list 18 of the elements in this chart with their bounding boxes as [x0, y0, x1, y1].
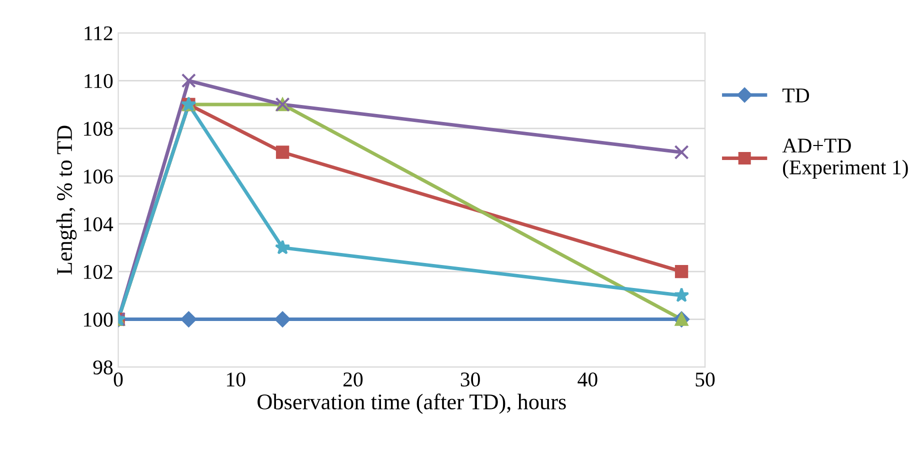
x-tick-label: 50 [696, 372, 715, 387]
y-tick-label: 106 [84, 169, 113, 184]
y-tick-label: 112 [84, 26, 112, 40]
x-tick-label: 10 [227, 372, 246, 387]
y-tick-label: 98 [93, 360, 113, 374]
x-tick-label: 30 [460, 372, 480, 387]
y-axis-title: Length, % to TD [56, 126, 77, 274]
y-tick-label: 104 [84, 217, 114, 232]
y-tick-label: 108 [84, 122, 113, 136]
legend-label: TD [782, 88, 810, 102]
y-tick-label: 102 [84, 264, 112, 280]
x-tick-label: 0 [114, 372, 123, 387]
x-axis-title: Observation time (after TD), hours [258, 394, 566, 414]
x-tick-label: 40 [578, 372, 598, 387]
legend-label: AD+TD (Experiment 1) [782, 138, 908, 179]
y-tick-label: 110 [84, 74, 113, 88]
y-tick-label: 100 [84, 312, 113, 327]
x-tick-label: 20 [343, 372, 363, 387]
